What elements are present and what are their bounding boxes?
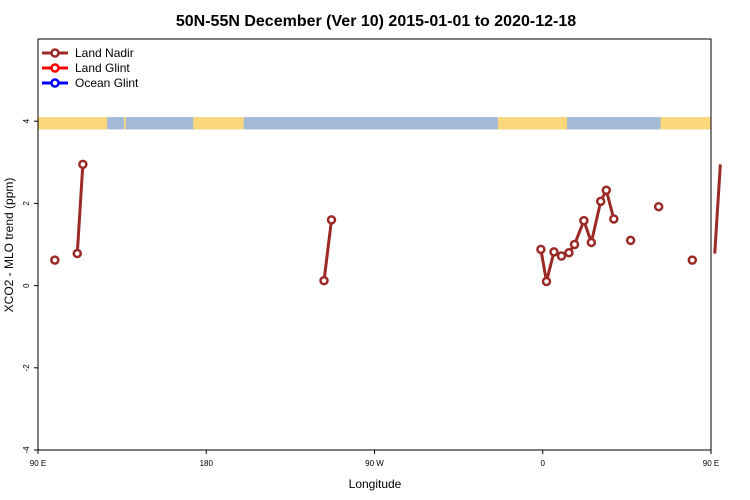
data-point	[549, 247, 559, 257]
legend-marker	[50, 48, 60, 58]
land-strip	[497, 117, 568, 130]
data-point	[78, 159, 88, 170]
series-line	[75, 164, 85, 254]
y-tick-label: -2	[22, 364, 31, 372]
data-point	[541, 276, 552, 287]
legend-marker	[50, 63, 60, 73]
x-tick-label: 90 E	[30, 459, 46, 468]
legend-label: Ocean Glint	[75, 76, 139, 90]
chart-title: 50N-55N December (Ver 10) 2015-01-01 to …	[176, 13, 576, 30]
data-point	[72, 248, 83, 259]
data-point	[687, 255, 698, 265]
y-tick-label: 4	[22, 118, 31, 123]
data-point	[569, 239, 580, 250]
data-point	[579, 215, 589, 226]
x-tick-label: 90 W	[365, 459, 384, 468]
data-point	[609, 214, 619, 224]
y-axis-label: XCO2 - MLO trend (ppm)	[2, 178, 16, 313]
y-axis-ticks: -4 -2 0 2 4	[22, 118, 38, 454]
land-strip	[193, 117, 244, 130]
legend-label: Land Nadir	[75, 46, 134, 60]
data-point	[601, 185, 612, 195]
y-tick-label: -4	[22, 446, 31, 454]
ocean-strip	[38, 117, 711, 130]
x-tick-label: 90 E	[703, 459, 719, 468]
x-axis-label: Longitude	[349, 477, 402, 491]
data-point	[556, 251, 567, 261]
land-strip	[38, 117, 108, 130]
data-point	[625, 235, 636, 246]
data-point	[653, 201, 664, 212]
legend-marker	[50, 78, 60, 88]
land-ocean-band	[38, 117, 711, 130]
data-point	[564, 247, 574, 258]
data-point	[595, 196, 606, 207]
data-point	[536, 244, 546, 255]
data-point	[326, 215, 337, 225]
data-point	[319, 275, 329, 286]
legend-label: Land Glint	[75, 61, 130, 75]
y-tick-label: 2	[22, 201, 31, 206]
x-tick-label: 0	[541, 459, 546, 468]
plot-area-frame	[37, 38, 712, 451]
land-strip	[660, 117, 711, 130]
land-strip	[123, 117, 126, 130]
data-point	[50, 255, 60, 265]
x-axis-ticks: 90 E 180 90 W 0 90 E	[30, 450, 719, 468]
series-line	[322, 219, 333, 281]
y-tick-label: 0	[22, 283, 31, 288]
data-point	[586, 237, 597, 248]
series-line	[713, 164, 722, 254]
x-tick-label: 180	[200, 459, 214, 468]
data-series	[50, 159, 722, 287]
